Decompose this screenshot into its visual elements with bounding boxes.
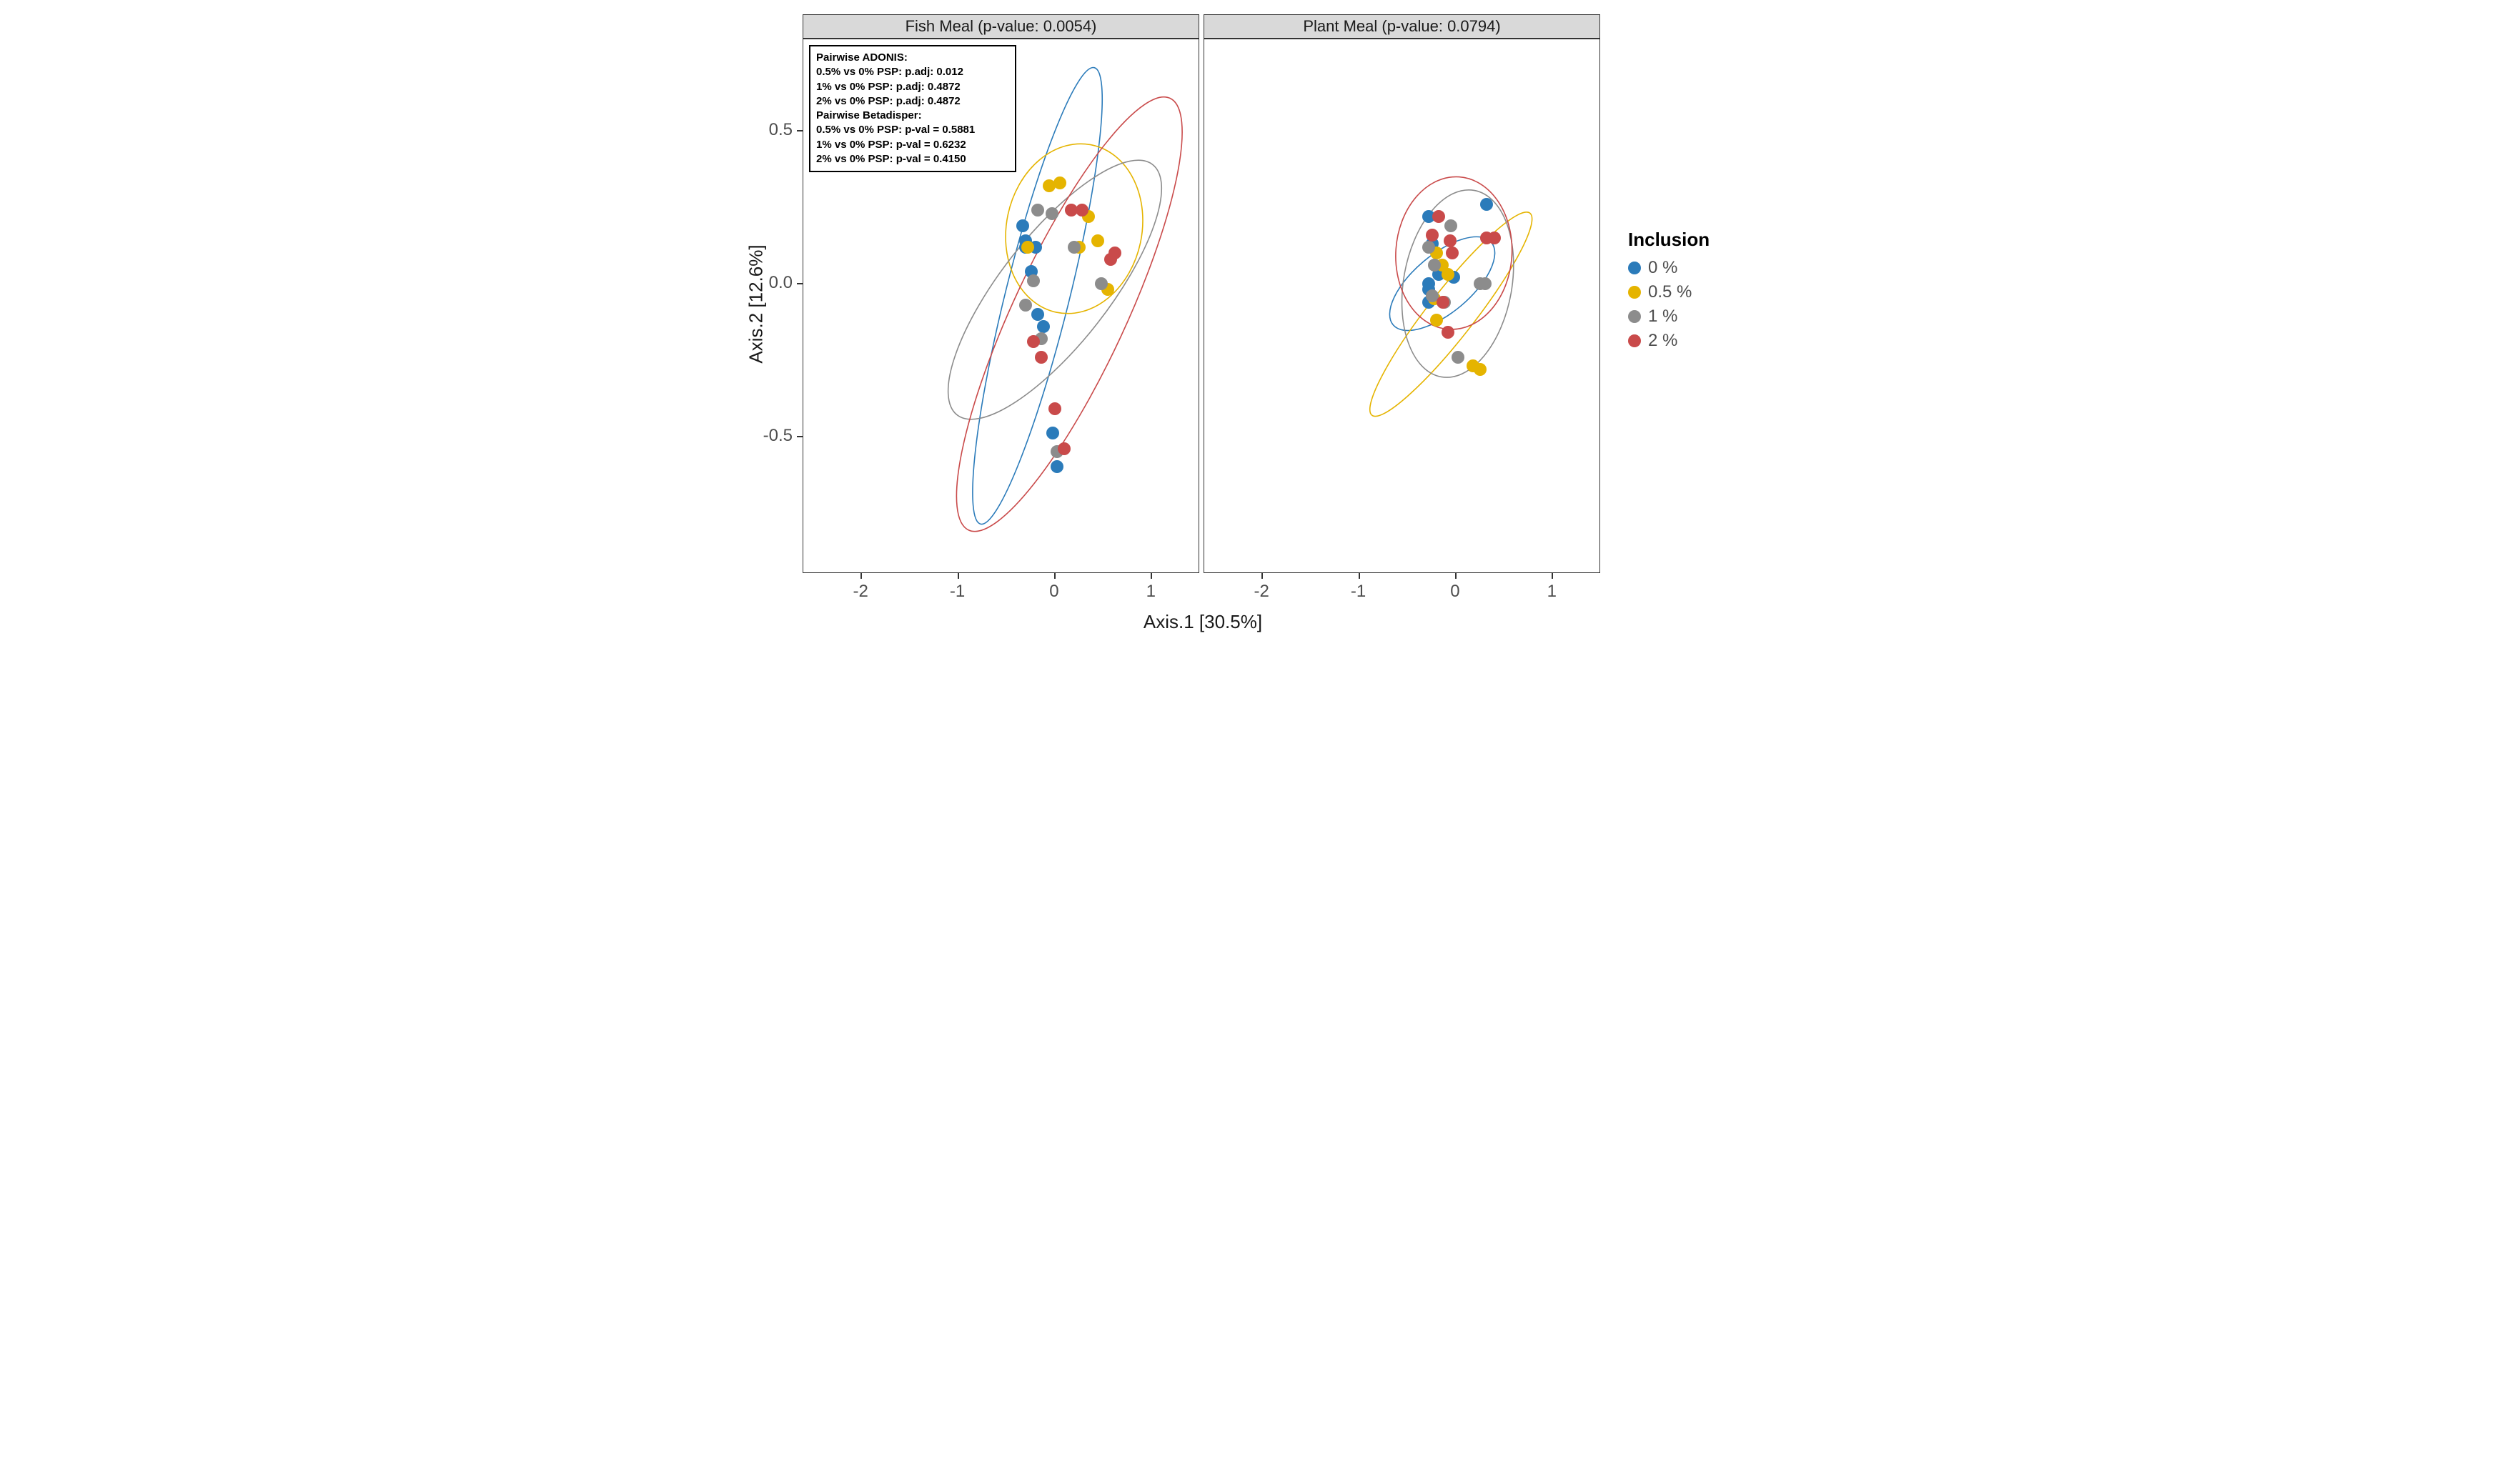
data-point — [1452, 351, 1464, 364]
data-point — [1058, 442, 1071, 455]
legend-dot-icon — [1628, 334, 1641, 347]
data-point — [1444, 219, 1457, 232]
legend: Inclusion 0 % 0.5 % 1 % 2 % — [1628, 229, 1710, 355]
legend-label: 2 % — [1648, 331, 1677, 351]
data-point — [1019, 299, 1032, 312]
data-point — [1051, 460, 1063, 473]
legend-item: 0 % — [1628, 258, 1710, 278]
data-point — [1426, 229, 1439, 242]
x-tick-mark — [1455, 573, 1457, 579]
data-point — [1480, 198, 1493, 211]
panel-body-left: Pairwise ADONIS:0.5% vs 0% PSP: p.adj: 0… — [803, 39, 1199, 573]
y-axis-title: Axis.2 [12.6%] — [745, 226, 768, 383]
y-tick-mark — [797, 436, 803, 437]
data-point — [1076, 204, 1088, 217]
data-point — [1031, 204, 1044, 217]
legend-item: 0.5 % — [1628, 282, 1710, 302]
data-point — [1442, 268, 1454, 281]
stats-box-line: Pairwise ADONIS: — [816, 51, 1009, 65]
y-tick-label: 0.5 — [760, 120, 793, 140]
data-point — [1432, 210, 1445, 223]
data-point — [1037, 320, 1050, 333]
legend-dot-icon — [1628, 262, 1641, 274]
data-point — [1068, 241, 1081, 254]
x-tick-label: 0 — [1450, 582, 1459, 602]
data-point — [1437, 296, 1449, 309]
x-tick-label: -2 — [853, 582, 868, 602]
data-point — [1053, 176, 1066, 189]
y-tick-mark — [797, 283, 803, 284]
figure: Axis.2 [12.6%] Fish Meal (p-value: 0.005… — [720, 7, 1800, 640]
data-point — [1428, 259, 1441, 272]
panel-strip-right-title: Plant Meal (p-value: 0.0794) — [1303, 17, 1500, 36]
data-point — [1104, 253, 1117, 266]
legend-label: 0.5 % — [1648, 282, 1692, 302]
stats-box-line: Pairwise Betadisper: — [816, 109, 1009, 123]
x-tick-label: -2 — [1254, 582, 1269, 602]
stats-box-line: 2% vs 0% PSP: p-val = 0.4150 — [816, 152, 1009, 166]
data-point — [1442, 326, 1454, 339]
data-point — [1027, 274, 1040, 287]
x-tick-mark — [1359, 573, 1360, 579]
data-point — [1488, 232, 1501, 244]
legend-dot-icon — [1628, 310, 1641, 323]
stats-box: Pairwise ADONIS:0.5% vs 0% PSP: p.adj: 0… — [809, 45, 1016, 172]
legend-dot-icon — [1628, 286, 1641, 299]
data-point — [1422, 241, 1435, 254]
stats-box-line: 0.5% vs 0% PSP: p.adj: 0.012 — [816, 65, 1009, 79]
data-point — [1035, 351, 1048, 364]
data-point — [1046, 427, 1059, 439]
data-point — [1091, 234, 1104, 247]
data-point — [1048, 402, 1061, 415]
y-tick-label: -0.5 — [760, 426, 793, 446]
panel-strip-left: Fish Meal (p-value: 0.0054) — [803, 14, 1199, 39]
x-tick-label: 1 — [1547, 582, 1557, 602]
x-tick-label: 0 — [1049, 582, 1058, 602]
y-tick-label: 0.0 — [760, 273, 793, 293]
stats-box-line: 2% vs 0% PSP: p.adj: 0.4872 — [816, 94, 1009, 109]
x-axis-title: Axis.1 [30.5%] — [1006, 611, 1399, 633]
x-tick-label: -1 — [1351, 582, 1366, 602]
x-tick-label: 1 — [1146, 582, 1156, 602]
panel-strip-left-title: Fish Meal (p-value: 0.0054) — [906, 17, 1097, 36]
legend-item: 2 % — [1628, 331, 1710, 351]
data-point — [1016, 219, 1029, 232]
data-point — [1446, 247, 1459, 259]
stats-box-line: 0.5% vs 0% PSP: p-val = 0.5881 — [816, 123, 1009, 137]
data-point — [1027, 335, 1040, 348]
ellipses-layer-right — [1204, 39, 1600, 573]
legend-item: 1 % — [1628, 307, 1710, 327]
legend-label: 0 % — [1648, 258, 1677, 278]
x-tick-mark — [958, 573, 959, 579]
data-point — [1031, 308, 1044, 321]
x-tick-mark — [1261, 573, 1263, 579]
legend-label: 1 % — [1648, 307, 1677, 327]
data-point — [1046, 207, 1058, 220]
data-point — [1479, 277, 1492, 290]
panel-strip-right: Plant Meal (p-value: 0.0794) — [1204, 14, 1600, 39]
data-point — [1021, 241, 1034, 254]
data-point — [1095, 277, 1108, 290]
data-point — [1474, 363, 1487, 376]
stats-box-line: 1% vs 0% PSP: p.adj: 0.4872 — [816, 80, 1009, 94]
panel-body-right — [1204, 39, 1600, 573]
x-tick-label: -1 — [950, 582, 965, 602]
x-tick-mark — [1552, 573, 1553, 579]
data-point — [1444, 234, 1457, 247]
y-tick-mark — [797, 130, 803, 131]
x-tick-mark — [1151, 573, 1152, 579]
x-tick-mark — [1054, 573, 1056, 579]
x-tick-mark — [860, 573, 862, 579]
legend-title: Inclusion — [1628, 229, 1710, 251]
stats-box-line: 1% vs 0% PSP: p-val = 0.6232 — [816, 138, 1009, 152]
data-point — [1430, 314, 1443, 327]
